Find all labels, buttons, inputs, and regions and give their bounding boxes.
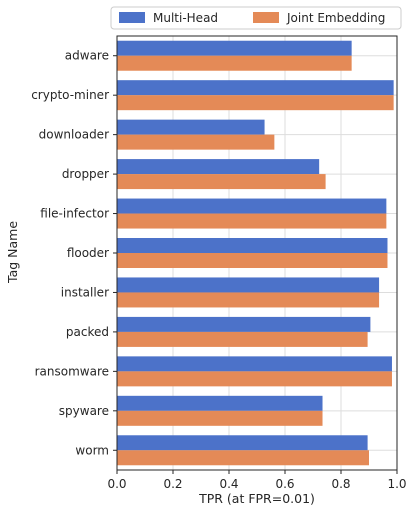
bar-joint-embedding-flooder [117,253,388,268]
bar-joint-embedding-crypto-miner [117,95,394,111]
legend: Multi-Head Joint Embedding [110,6,402,30]
bar-multi-head-packed [117,316,371,332]
category-label-packed: packed [66,325,109,339]
category-label-downloader: downloader [39,128,109,142]
legend-label-multi-head: Multi-Head [153,11,218,25]
category-label-dropper: dropper [62,167,109,181]
bar-joint-embedding-file-infector [117,213,387,229]
category-label-installer: installer [61,285,109,299]
bar-multi-head-dropper [117,159,320,175]
bar-joint-embedding-ransomware [117,371,392,387]
x-tick-label: 0.6 [275,477,294,491]
bar-joint-embedding-worm [117,450,369,466]
legend-swatch-multi-head [119,12,145,23]
bar-multi-head-crypto-miner [117,80,394,96]
bars-layer [117,40,394,466]
category-label-crypto-miner: crypto-miner [31,88,109,102]
bar-joint-embedding-dropper [117,174,326,190]
x-tick-label: 0.2 [163,477,182,491]
bar-joint-embedding-adware [117,55,352,71]
tick-layer: 0.0 0.2 0.4 0.6 0.8 1.0 adware crypto-miner down… [31,49,406,491]
x-tick-label: 0.0 [107,477,126,491]
bar-joint-embedding-spyware [117,410,323,426]
bar-multi-head-file-infector [117,198,387,214]
legend-swatch-joint-embedding [253,12,279,23]
bar-joint-embedding-installer [117,292,380,308]
x-tick-label: 1.0 [387,477,406,491]
x-axis-title: TPR (at FPR=0.01) [198,491,315,506]
bar-multi-head-flooder [117,238,388,253]
bar-joint-embedding-downloader [117,134,275,150]
category-label-worm: worm [75,443,109,457]
category-label-adware: adware [65,49,109,63]
x-tick-label: 0.8 [331,477,350,491]
bar-multi-head-adware [117,40,352,56]
legend-label-joint-embedding: Joint Embedding [286,11,385,25]
bar-multi-head-ransomware [117,356,392,372]
bar-multi-head-installer [117,277,380,293]
bar-multi-head-downloader [117,119,265,135]
category-label-ransomware: ransomware [35,364,109,378]
y-axis-title: Tag Name [5,221,20,284]
bar-multi-head-worm [117,435,368,451]
category-label-file-infector: file-infector [40,207,109,221]
x-tick-label: 0.4 [219,477,238,491]
category-label-spyware: spyware [59,404,109,418]
bar-joint-embedding-packed [117,331,368,347]
bar-multi-head-spyware [117,395,323,411]
category-label-flooder: flooder [67,246,109,260]
